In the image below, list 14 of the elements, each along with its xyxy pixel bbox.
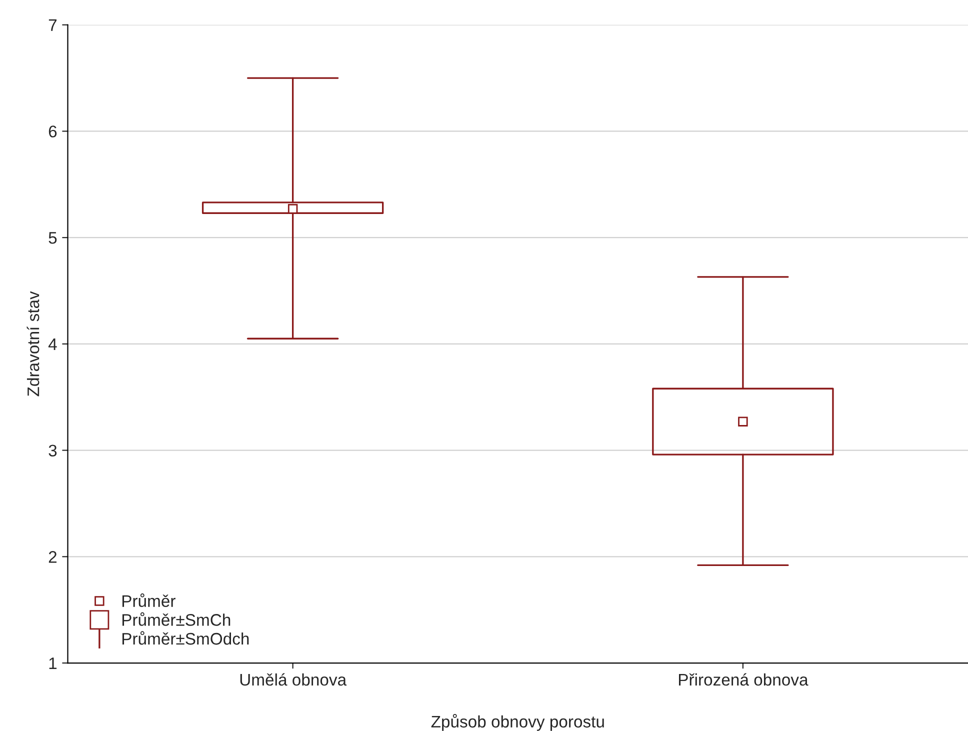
annotation: Průměr±SmOdch (122, 631, 249, 645)
y-tick-label: 5 (48, 232, 57, 244)
annotation: Průměr±SmCh (122, 612, 230, 626)
y-tick-label: 6 (48, 126, 57, 138)
y-tick-label: 1 (49, 658, 57, 670)
x-tick-label: Umělá obnova (240, 673, 347, 686)
annotation: Průměr (122, 593, 176, 607)
y-tick-label: 7 (48, 19, 57, 31)
x-axis-title: Způsob obnovy porostu (431, 714, 604, 731)
x-tick-label: Přirozená obnova (678, 673, 808, 686)
y-tick-label: 3 (48, 444, 57, 456)
y-axis-title: Zdravotní stav (26, 291, 40, 396)
y-tick-label: 4 (48, 338, 57, 350)
y-tick-label: 2 (48, 551, 57, 563)
